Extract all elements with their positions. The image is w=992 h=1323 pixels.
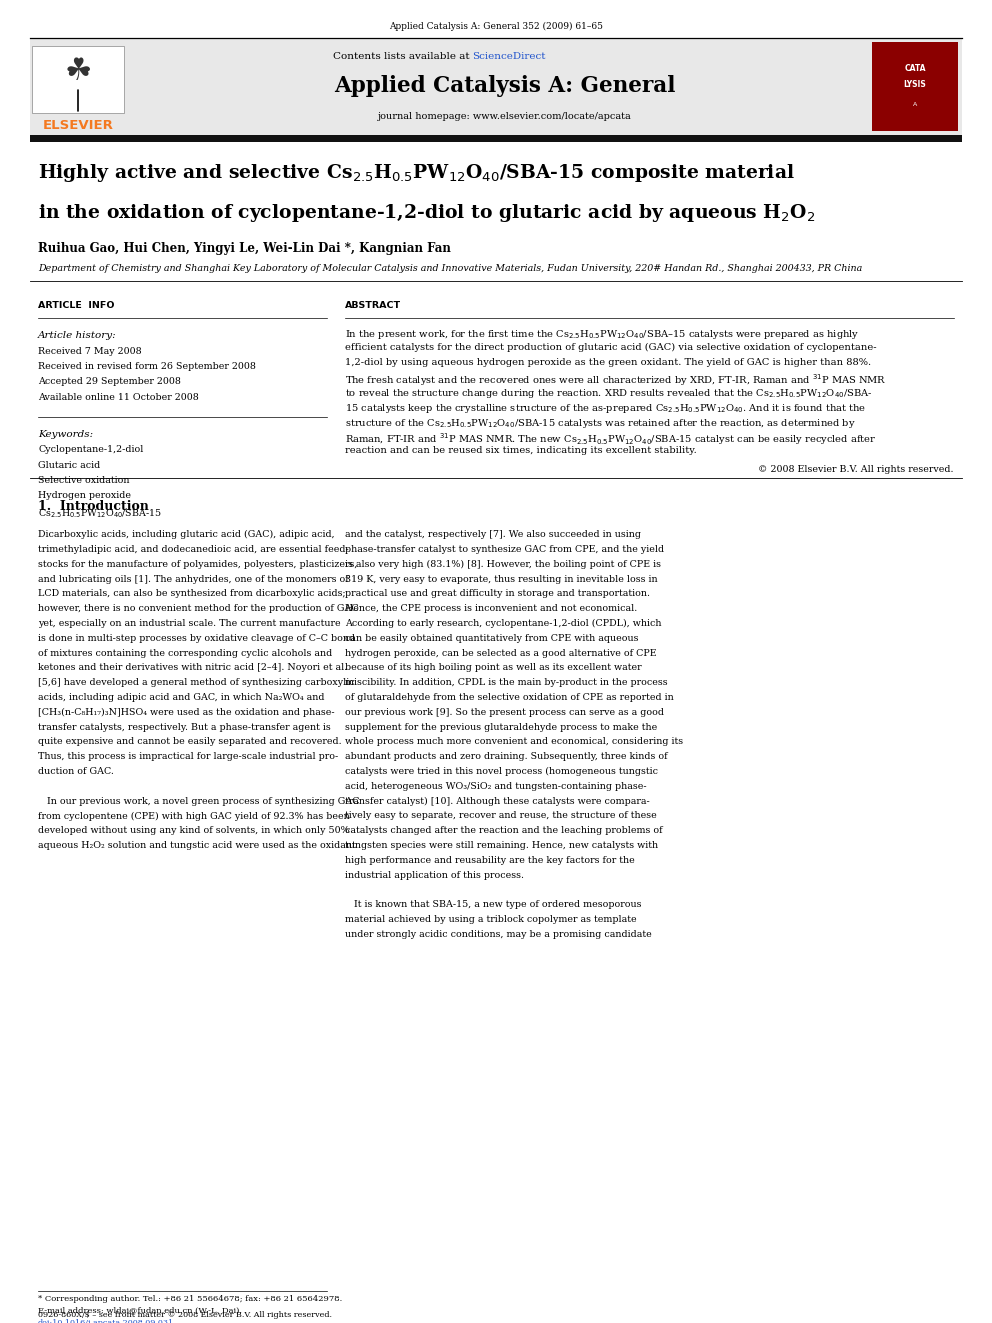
Text: Ruihua Gao, Hui Chen, Yingyi Le, Wei-Lin Dai *, Kangnian Fan: Ruihua Gao, Hui Chen, Yingyi Le, Wei-Lin… <box>38 242 451 255</box>
Text: our previous work [9]. So the present process can serve as a good: our previous work [9]. So the present pr… <box>345 708 664 717</box>
Text: ELSEVIER: ELSEVIER <box>43 119 113 132</box>
Text: acids, including adipic acid and GAC, in which Na₂WO₄ and: acids, including adipic acid and GAC, in… <box>38 693 324 703</box>
Text: LCD materials, can also be synthesized from dicarboxylic acids;: LCD materials, can also be synthesized f… <box>38 590 345 598</box>
Text: LYSIS: LYSIS <box>904 81 927 89</box>
Text: 319 K, very easy to evaporate, thus resulting in inevitable loss in: 319 K, very easy to evaporate, thus resu… <box>345 574 658 583</box>
Text: 15 catalysts keep the crystalline structure of the as-prepared Cs$_{2.5}$H$_{0.5: 15 catalysts keep the crystalline struct… <box>345 402 866 415</box>
Text: is also very high (83.1%) [8]. However, the boiling point of CPE is: is also very high (83.1%) [8]. However, … <box>345 560 661 569</box>
Text: trimethyladipic acid, and dodecanedioic acid, are essential feed-: trimethyladipic acid, and dodecanedioic … <box>38 545 349 554</box>
Text: miscibility. In addition, CPDL is the main by-product in the process: miscibility. In addition, CPDL is the ma… <box>345 679 668 687</box>
Text: quite expensive and cannot be easily separated and recovered.: quite expensive and cannot be easily sep… <box>38 737 341 746</box>
Text: According to early research, cyclopentane-1,2-diol (CPDL), which: According to early research, cyclopentan… <box>345 619 662 628</box>
Text: tively easy to separate, recover and reuse, the structure of these: tively easy to separate, recover and reu… <box>345 811 657 820</box>
Text: In our previous work, a novel green process of synthesizing GAC: In our previous work, a novel green proc… <box>38 796 359 806</box>
Text: however, there is no convenient method for the production of GAC: however, there is no convenient method f… <box>38 605 359 613</box>
Text: structure of the Cs$_{2.5}$H$_{0.5}$PW$_{12}$O$_{40}$/SBA-15 catalysts was retai: structure of the Cs$_{2.5}$H$_{0.5}$PW$_… <box>345 417 855 430</box>
Text: under strongly acidic conditions, may be a promising candidate: under strongly acidic conditions, may be… <box>345 930 652 939</box>
Text: Contents lists available at: Contents lists available at <box>332 52 472 61</box>
Text: yet, especially on an industrial scale. The current manufacture: yet, especially on an industrial scale. … <box>38 619 340 628</box>
Text: aqueous H₂O₂ solution and tungstic acid were used as the oxidant: aqueous H₂O₂ solution and tungstic acid … <box>38 841 356 849</box>
Text: practical use and great difficulty in storage and transportation.: practical use and great difficulty in st… <box>345 590 650 598</box>
Text: high performance and reusability are the key factors for the: high performance and reusability are the… <box>345 856 635 865</box>
Text: abundant products and zero draining. Subsequently, three kinds of: abundant products and zero draining. Sub… <box>345 753 668 761</box>
Text: Article history:: Article history: <box>38 331 117 340</box>
Text: industrial application of this process.: industrial application of this process. <box>345 871 524 880</box>
Text: because of its high boiling point as well as its excellent water: because of its high boiling point as wel… <box>345 663 642 672</box>
Text: The fresh catalyst and the recovered ones were all characterized by XRD, FT-IR, : The fresh catalyst and the recovered one… <box>345 372 887 388</box>
Text: of mixtures containing the corresponding cyclic alcohols and: of mixtures containing the corresponding… <box>38 648 332 658</box>
Text: A: A <box>913 102 918 107</box>
Text: Thus, this process is impractical for large-scale industrial pro-: Thus, this process is impractical for la… <box>38 753 338 761</box>
Bar <box>30 135 962 142</box>
Text: [5,6] have developed a general method of synthesizing carboxylic: [5,6] have developed a general method of… <box>38 679 354 687</box>
Bar <box>32 46 124 112</box>
Text: [CH₃(n-C₈H₁₇)₃N]HSO₄ were used as the oxidation and phase-: [CH₃(n-C₈H₁₇)₃N]HSO₄ were used as the ox… <box>38 708 334 717</box>
Text: 1,2-diol by using aqueous hydrogen peroxide as the green oxidant. The yield of G: 1,2-diol by using aqueous hydrogen perox… <box>345 357 871 366</box>
Text: ScienceDirect: ScienceDirect <box>472 52 546 61</box>
Text: Department of Chemistry and Shanghai Key Laboratory of Molecular Catalysis and I: Department of Chemistry and Shanghai Key… <box>38 265 862 273</box>
Text: Available online 11 October 2008: Available online 11 October 2008 <box>38 393 198 402</box>
Text: Cyclopentane-1,2-diol: Cyclopentane-1,2-diol <box>38 445 144 454</box>
Text: Hydrogen peroxide: Hydrogen peroxide <box>38 492 131 500</box>
Text: from cyclopentene (CPE) with high GAC yield of 92.3% has been: from cyclopentene (CPE) with high GAC yi… <box>38 811 350 820</box>
Text: efficient catalysts for the direct production of glutaric acid (GAC) via selecti: efficient catalysts for the direct produ… <box>345 343 877 352</box>
Text: © 2008 Elsevier B.V. All rights reserved.: © 2008 Elsevier B.V. All rights reserved… <box>759 466 954 474</box>
Text: Accepted 29 September 2008: Accepted 29 September 2008 <box>38 377 181 386</box>
Text: Keywords:: Keywords: <box>38 430 93 438</box>
Text: * Corresponding author. Tel.: +86 21 55664678; fax: +86 21 65642978.: * Corresponding author. Tel.: +86 21 556… <box>38 1295 342 1303</box>
Text: and the catalyst, respectively [7]. We also succeeded in using: and the catalyst, respectively [7]. We a… <box>345 531 641 540</box>
Bar <box>872 42 958 131</box>
Text: Received in revised form 26 September 2008: Received in revised form 26 September 20… <box>38 363 256 370</box>
Text: of glutaraldehyde from the selective oxidation of CPE as reported in: of glutaraldehyde from the selective oxi… <box>345 693 674 703</box>
Text: whole process much more convenient and economical, considering its: whole process much more convenient and e… <box>345 737 683 746</box>
Text: supplement for the previous glutaraldehyde process to make the: supplement for the previous glutaraldehy… <box>345 722 657 732</box>
Text: phase-transfer catalyst to synthesize GAC from CPE, and the yield: phase-transfer catalyst to synthesize GA… <box>345 545 664 554</box>
Text: journal homepage: www.elsevier.com/locate/apcata: journal homepage: www.elsevier.com/locat… <box>378 112 631 120</box>
Text: reaction and can be reused six times, indicating its excellent stability.: reaction and can be reused six times, in… <box>345 446 696 455</box>
Text: transfer catalyst) [10]. Although these catalysts were compara-: transfer catalyst) [10]. Although these … <box>345 796 650 806</box>
Text: Applied Catalysis A: General: Applied Catalysis A: General <box>334 75 676 97</box>
Bar <box>30 38 962 135</box>
Text: developed without using any kind of solvents, in which only 50%: developed without using any kind of solv… <box>38 826 349 835</box>
Text: It is known that SBA-15, a new type of ordered mesoporous: It is known that SBA-15, a new type of o… <box>345 900 642 909</box>
Text: ARTICLE  INFO: ARTICLE INFO <box>38 302 114 310</box>
Text: Selective oxidation: Selective oxidation <box>38 476 130 486</box>
Text: Received 7 May 2008: Received 7 May 2008 <box>38 347 142 356</box>
Text: catalysts were tried in this novel process (homogeneous tungstic: catalysts were tried in this novel proce… <box>345 767 658 777</box>
Text: is done in multi-step processes by oxidative cleavage of C–C bond: is done in multi-step processes by oxida… <box>38 634 355 643</box>
Text: material achieved by using a triblock copolymer as template: material achieved by using a triblock co… <box>345 916 637 923</box>
Text: doi:10.1016/j.apcata.2008.09.031: doi:10.1016/j.apcata.2008.09.031 <box>38 1319 175 1323</box>
Text: Hence, the CPE process is inconvenient and not economical.: Hence, the CPE process is inconvenient a… <box>345 605 637 613</box>
Text: and lubricating oils [1]. The anhydrides, one of the monomers of: and lubricating oils [1]. The anhydrides… <box>38 574 349 583</box>
Text: 0926-860X/$ – see front matter © 2008 Elsevier B.V. All rights reserved.: 0926-860X/$ – see front matter © 2008 El… <box>38 1311 332 1319</box>
Text: Applied Catalysis A: General 352 (2009) 61–65: Applied Catalysis A: General 352 (2009) … <box>389 22 603 32</box>
Text: tungsten species were still remaining. Hence, new catalysts with: tungsten species were still remaining. H… <box>345 841 658 849</box>
Text: Glutaric acid: Glutaric acid <box>38 460 100 470</box>
Text: acid, heterogeneous WO₃/SiO₂ and tungsten-containing phase-: acid, heterogeneous WO₃/SiO₂ and tungste… <box>345 782 647 791</box>
Text: duction of GAC.: duction of GAC. <box>38 767 114 777</box>
Text: Highly active and selective Cs$_{2.5}$H$_{0.5}$PW$_{12}$O$_{40}$/SBA-15 composit: Highly active and selective Cs$_{2.5}$H$… <box>38 161 795 184</box>
Text: transfer catalysts, respectively. But a phase-transfer agent is: transfer catalysts, respectively. But a … <box>38 722 330 732</box>
Text: in the oxidation of cyclopentane-1,2-diol to glutaric acid by aqueous H$_{2}$O$_: in the oxidation of cyclopentane-1,2-dio… <box>38 202 815 224</box>
Text: can be easily obtained quantitatively from CPE with aqueous: can be easily obtained quantitatively fr… <box>345 634 639 643</box>
Text: Cs$_{2.5}$H$_{0.5}$PW$_{12}$O$_{40}$/SBA-15: Cs$_{2.5}$H$_{0.5}$PW$_{12}$O$_{40}$/SBA… <box>38 507 162 520</box>
Text: E-mail address: wldai@fudan.edu.cn (W.-L. Dai).: E-mail address: wldai@fudan.edu.cn (W.-L… <box>38 1307 242 1315</box>
Text: Dicarboxylic acids, including glutaric acid (GAC), adipic acid,: Dicarboxylic acids, including glutaric a… <box>38 531 334 540</box>
Text: stocks for the manufacture of polyamides, polyesters, plasticizers,: stocks for the manufacture of polyamides… <box>38 560 357 569</box>
Text: to reveal the structure change during the reaction. XRD results revealed that th: to reveal the structure change during th… <box>345 388 873 400</box>
Text: hydrogen peroxide, can be selected as a good alternative of CPE: hydrogen peroxide, can be selected as a … <box>345 648 657 658</box>
Text: ABSTRACT: ABSTRACT <box>345 302 401 310</box>
Text: ketones and their derivatives with nitric acid [2–4]. Noyori et al.: ketones and their derivatives with nitri… <box>38 663 347 672</box>
Text: In the present work, for the first time the Cs$_{2.5}$H$_{0.5}$PW$_{12}$O$_{40}$: In the present work, for the first time … <box>345 328 859 341</box>
Text: CATA: CATA <box>905 65 926 73</box>
Text: 1.  Introduction: 1. Introduction <box>38 500 149 513</box>
Text: catalysts changed after the reaction and the leaching problems of: catalysts changed after the reaction and… <box>345 826 663 835</box>
Text: ☘: ☘ <box>64 57 91 86</box>
Text: Raman, FT-IR and $^{31}$P MAS NMR. The new Cs$_{2.5}$H$_{0.5}$PW$_{12}$O$_{40}$/: Raman, FT-IR and $^{31}$P MAS NMR. The n… <box>345 431 876 447</box>
